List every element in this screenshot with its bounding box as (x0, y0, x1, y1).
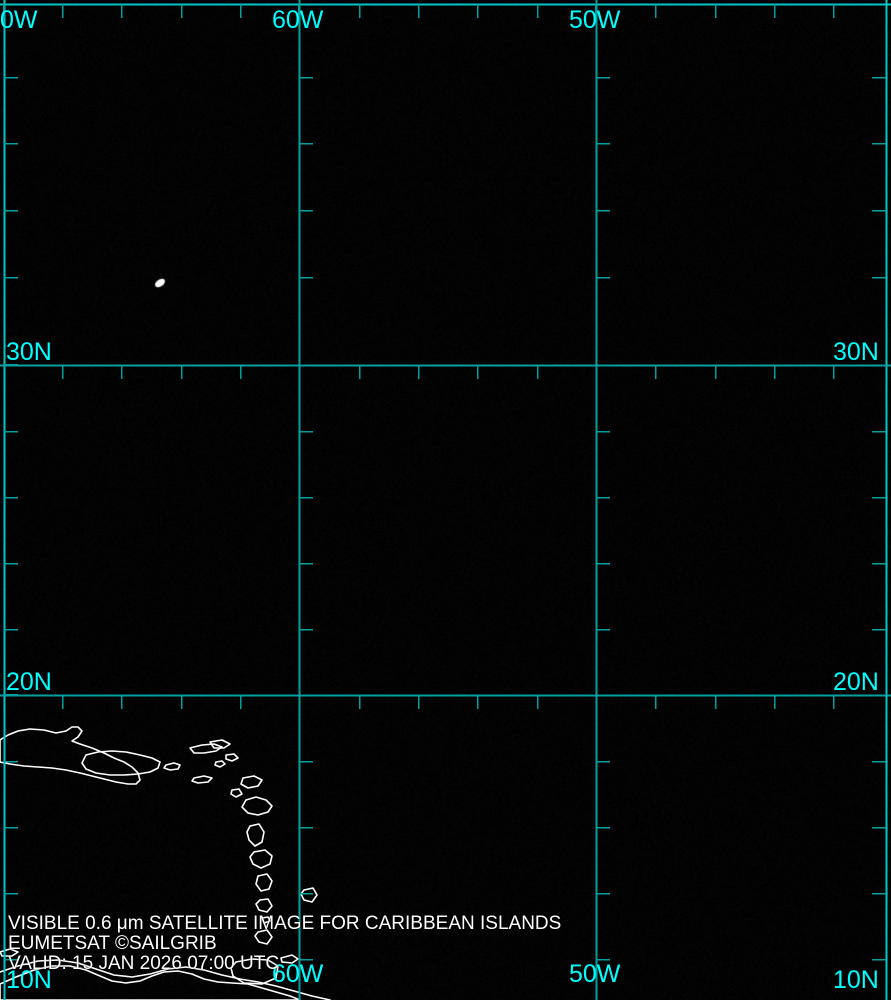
graticule-overlay (0, 0, 891, 1000)
caption-line-title: VISIBLE 0.6 μm SATELLITE IMAGE FOR CARIB… (8, 914, 561, 934)
satellite-map: 0W 60W 50W 60W 50W 30N 20N 10N 30N 20N 10N VISIBLE… (0, 0, 891, 1000)
caption-line-valid-time: VALID: 15 JAN 2026 07:00 UTC (8, 954, 561, 974)
caption-line-source: EUMETSAT ©SAILGRIB (8, 934, 561, 954)
caption-block: VISIBLE 0.6 μm SATELLITE IMAGE FOR CARIB… (8, 914, 561, 974)
